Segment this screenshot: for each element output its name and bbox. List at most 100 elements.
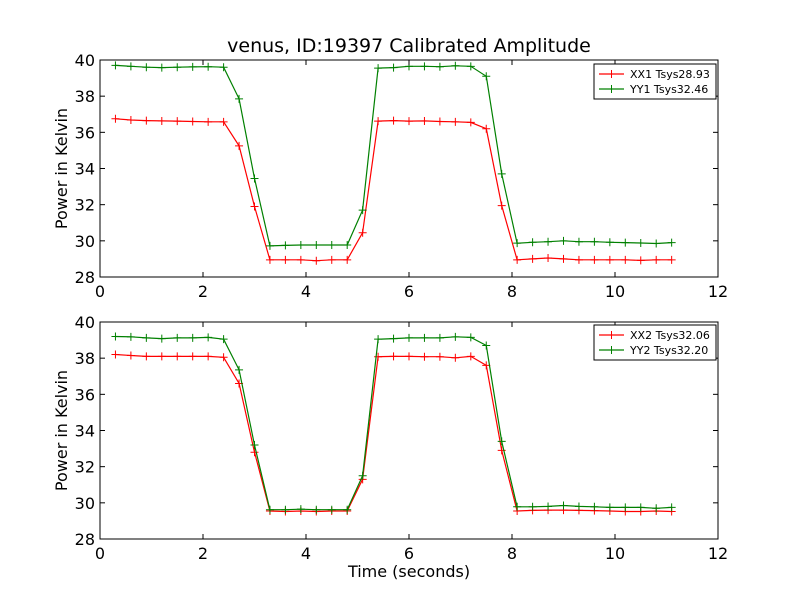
x-axis-label: Time (seconds) xyxy=(347,562,470,581)
data-point xyxy=(621,255,630,264)
y-tick-label: 34 xyxy=(75,422,95,441)
data-point xyxy=(296,240,305,249)
data-point xyxy=(590,237,599,246)
data-point xyxy=(219,63,228,72)
data-point xyxy=(451,117,460,126)
data-point xyxy=(435,117,444,126)
data-point xyxy=(466,333,475,342)
data-point xyxy=(528,502,537,511)
y-axis-label: Power in Kelvin xyxy=(52,108,71,229)
y-tick-label: 38 xyxy=(75,87,95,106)
data-point xyxy=(605,238,614,247)
legend-marker xyxy=(607,70,616,78)
data-point xyxy=(590,255,599,264)
data-point xyxy=(435,352,444,361)
data-point xyxy=(374,335,383,344)
data-point xyxy=(312,256,321,265)
data-point xyxy=(265,505,274,514)
legend-box xyxy=(593,324,717,361)
legend-marker xyxy=(607,331,616,339)
data-point xyxy=(219,353,228,362)
data-point xyxy=(420,116,429,125)
data-point xyxy=(605,503,614,512)
data-point xyxy=(652,255,661,264)
data-point xyxy=(466,62,475,71)
data-point xyxy=(559,236,568,245)
x-tick-label: 0 xyxy=(95,544,105,563)
data-point xyxy=(173,352,182,361)
data-point xyxy=(451,61,460,70)
data-point xyxy=(188,333,197,342)
x-tick-label: 2 xyxy=(198,282,208,301)
data-point xyxy=(574,237,583,246)
data-point xyxy=(466,118,475,127)
data-point xyxy=(513,255,522,264)
data-point xyxy=(497,169,506,178)
data-point xyxy=(157,334,166,343)
data-point xyxy=(235,365,244,374)
data-point xyxy=(126,332,135,341)
data-point xyxy=(559,254,568,263)
data-point xyxy=(296,505,305,514)
data-point xyxy=(544,254,553,263)
data-point xyxy=(435,62,444,71)
data-point xyxy=(574,502,583,511)
data-point xyxy=(451,353,460,362)
legend-entry: YY2 Tsys32.20 xyxy=(629,344,708,357)
data-point xyxy=(219,117,228,126)
x-tick-label: 4 xyxy=(301,544,311,563)
y-tick-label: 38 xyxy=(75,349,95,368)
x-tick-label: 12 xyxy=(708,282,728,301)
x-tick-label: 4 xyxy=(301,282,311,301)
data-point xyxy=(466,352,475,361)
series-2 xyxy=(111,332,676,514)
data-point xyxy=(250,202,259,211)
data-point xyxy=(126,351,135,360)
data-point xyxy=(126,62,135,71)
data-point xyxy=(544,502,553,511)
data-point xyxy=(327,240,336,249)
data-point xyxy=(420,352,429,361)
data-point xyxy=(343,255,352,264)
data-point xyxy=(374,352,383,361)
data-point xyxy=(405,352,413,361)
data-point xyxy=(621,503,630,512)
data-point xyxy=(374,117,383,126)
data-point xyxy=(312,240,321,249)
legend-entry: XX2 Tsys32.06 xyxy=(630,329,710,342)
data-point xyxy=(281,241,290,250)
data-point xyxy=(343,505,352,514)
data-point xyxy=(111,332,120,341)
x-tick-label: 2 xyxy=(198,544,208,563)
legend-entry: XX1 Tsys28.93 xyxy=(630,68,710,81)
data-point xyxy=(188,352,197,361)
y-tick-label: 32 xyxy=(75,458,95,477)
data-point xyxy=(420,333,429,342)
data-point xyxy=(374,64,383,73)
series-2 xyxy=(111,61,676,250)
data-point xyxy=(188,62,197,71)
data-point xyxy=(667,503,676,512)
data-point xyxy=(188,117,197,126)
data-point xyxy=(605,255,614,264)
data-point xyxy=(559,501,568,510)
data-point xyxy=(157,352,166,361)
y-tick-label: 28 xyxy=(75,530,95,549)
data-point xyxy=(451,332,460,341)
y-tick-label: 40 xyxy=(75,51,95,70)
data-point xyxy=(636,503,645,512)
y-tick-label: 40 xyxy=(75,313,95,332)
data-point xyxy=(142,352,151,361)
x-tick-label: 6 xyxy=(404,282,414,301)
data-point xyxy=(667,255,676,264)
subplot-1: 0 2 4 6 8 10 12 28 30 32 34 36 38 40 venus, ID:19397 C… xyxy=(52,35,728,301)
data-point xyxy=(142,63,151,72)
data-point xyxy=(513,502,522,511)
chart-title: venus, ID:19397 Calibrated Amplitude xyxy=(227,35,591,57)
y-tick-label: 28 xyxy=(75,268,95,287)
data-point xyxy=(173,63,182,72)
x-tick-label: 10 xyxy=(605,544,625,563)
x-tick-label: 8 xyxy=(507,282,517,301)
x-tick-label: 10 xyxy=(605,282,625,301)
